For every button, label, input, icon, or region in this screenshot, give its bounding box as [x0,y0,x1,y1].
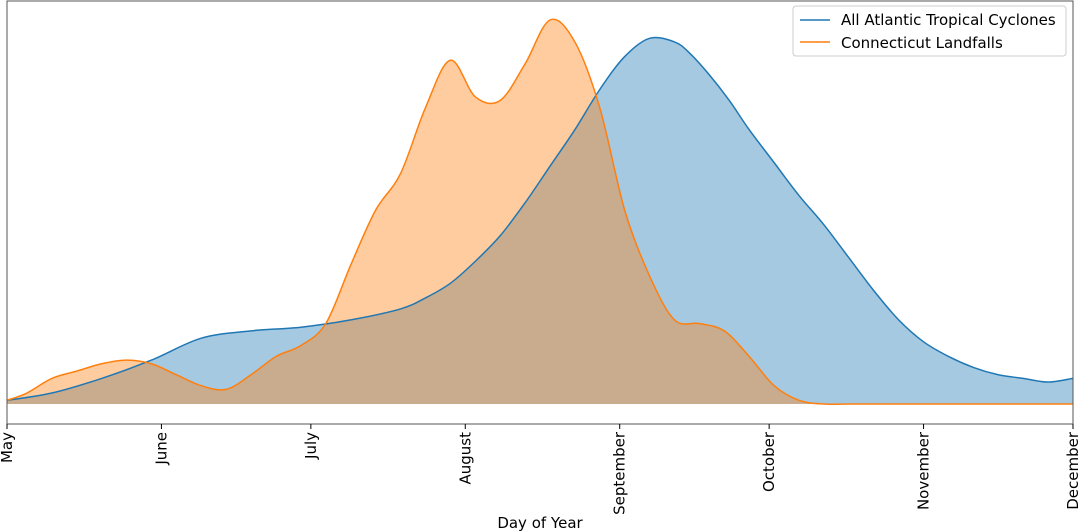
x-tick-label: June [152,432,170,466]
x-tick-label: September [611,431,629,515]
x-tick-label: July [302,432,320,460]
legend-label-connecticut: Connecticut Landfalls [841,34,1003,52]
area-connecticut [7,19,1073,405]
x-tick-label: November [915,431,933,510]
x-axis-title: Day of Year [497,514,583,532]
series-lines [6,18,1074,406]
line-connecticut [6,18,1073,406]
series-areas [7,19,1073,405]
x-tick-label: October [760,431,778,492]
legend-label-all-atlantic: All Atlantic Tropical Cyclones [841,11,1056,29]
line-all-atlantic [6,36,1074,402]
x-tick-label: August [456,432,474,485]
legend: All Atlantic Tropical Cyclones Connectic… [792,5,1067,57]
area-all-atlantic [7,37,1073,405]
legend-box [792,5,1067,57]
x-axis-ticks: May June July August September October Novembe… [0,424,1080,515]
plot-frame [6,0,1074,425]
x-tick-label: May [0,432,16,463]
x-tick-label: December [1064,431,1080,510]
